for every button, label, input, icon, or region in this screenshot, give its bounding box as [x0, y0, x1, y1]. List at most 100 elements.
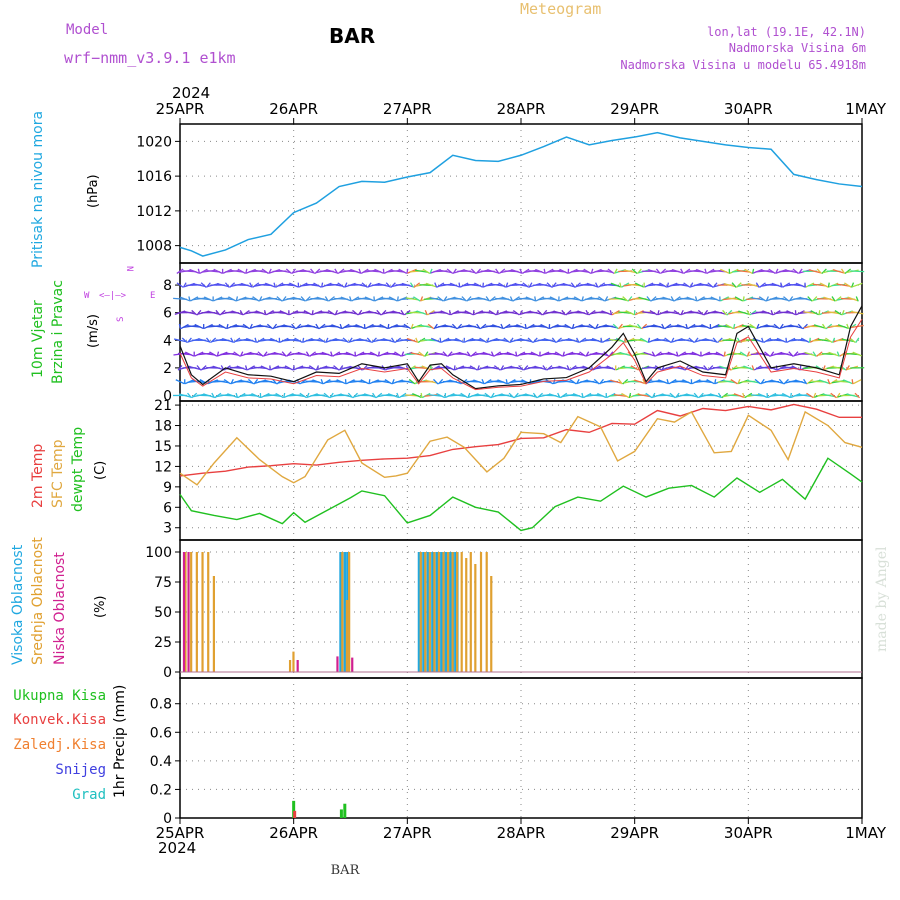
wind-barb: [216, 379, 230, 384]
elevation-text: Nadmorska Visina 6m: [729, 41, 866, 55]
wind-barb: [252, 296, 260, 302]
y-tick-label: 0.2: [150, 782, 172, 798]
wind-barb: [409, 282, 415, 288]
wind-barb: [329, 392, 334, 399]
wind-barb: [646, 296, 652, 302]
wind-barb: [536, 392, 543, 399]
wind-barb: [612, 323, 619, 330]
wind-barb: [497, 379, 507, 385]
wind-barb: [621, 392, 630, 399]
wind-barb: [588, 323, 596, 330]
wind-barb: [273, 282, 277, 288]
top-time-label: 27APR: [383, 100, 432, 118]
wind-barb: [687, 323, 696, 330]
wind-barb: [334, 309, 338, 316]
wind-barb: [488, 310, 497, 316]
wind-barb: [425, 282, 437, 288]
wind-barb: [827, 282, 830, 288]
wind-barb: [268, 393, 282, 397]
wind-barb: [818, 310, 821, 316]
wind-barb: [349, 296, 352, 302]
wind-barb: [268, 268, 272, 274]
wind-barb: [203, 296, 213, 302]
precip-bar: [292, 800, 296, 818]
wind-barb: [242, 309, 250, 316]
wind-barb: [263, 310, 267, 316]
wind-barb: [479, 337, 487, 343]
wind-barb: [850, 282, 855, 288]
wind-barb: [197, 338, 210, 343]
wind-barb: [543, 338, 556, 343]
wind-barb: [320, 311, 334, 315]
wind-barb: [564, 323, 573, 330]
wind-barb: [661, 323, 665, 330]
wind-barb: [813, 392, 817, 399]
cloud-bar: [449, 552, 452, 672]
wind-barb: [683, 282, 691, 288]
cloud-bar: [426, 552, 430, 672]
wind-barb: [660, 268, 667, 275]
wind-barb: [258, 296, 263, 302]
y-tick-label: 9: [163, 480, 172, 496]
wind-barb: [486, 366, 499, 370]
wind-barb: [458, 351, 470, 357]
wind-barb: [177, 365, 183, 371]
cloud-bar: [292, 651, 295, 672]
wind-barb: [315, 323, 320, 330]
pressure-panel: [179, 131, 863, 257]
wind-barb: [279, 310, 289, 316]
wind-barb: [476, 365, 480, 371]
wind-barb: [571, 323, 575, 330]
wind-barb: [506, 351, 517, 357]
wind-barb: [495, 268, 500, 275]
wind-barb: [524, 393, 537, 398]
top-time-label: 29APR: [610, 100, 659, 118]
wind-barb: [433, 323, 438, 330]
wind-barb: [448, 310, 451, 316]
wind-barb: [680, 309, 684, 316]
wind-barb: [518, 309, 524, 316]
wind-barb: [839, 351, 847, 357]
precip-legend: Ukupna Kisa Konvek.Kisa Zaledj.Kisa Snij…: [13, 688, 106, 803]
wind-barb: [443, 296, 448, 302]
wind-barb: [601, 310, 612, 316]
y-tick-label: 1020: [136, 134, 172, 150]
cloud-bar: [440, 552, 443, 672]
wind-barb: [661, 393, 674, 398]
wind-barb: [618, 323, 623, 330]
cloud-bar: [345, 600, 348, 672]
wind-barb: [339, 393, 352, 398]
cloud-bar: [419, 552, 422, 672]
wind-barb: [548, 393, 560, 398]
wind-barb: [184, 351, 194, 357]
wind-barb: [800, 337, 810, 343]
wind-barb: [844, 282, 852, 288]
y-tick-label: 8: [163, 278, 172, 294]
cloud-bar: [201, 552, 204, 672]
wind-barb: [754, 378, 761, 385]
wind-barb: [434, 352, 447, 357]
wind-barb: [406, 337, 418, 343]
wind-barb: [486, 337, 490, 343]
wind-barb: [721, 392, 729, 399]
wind-barb: [847, 296, 858, 302]
cloud-label-high: Visoka Oblacnost: [10, 544, 26, 665]
legend-hail: Grad: [72, 787, 106, 803]
wind-barb: [819, 282, 829, 288]
wind-barb: [618, 378, 623, 385]
wind-barb: [325, 337, 329, 343]
wind-barb: [680, 268, 684, 275]
wind-barb: [812, 351, 817, 357]
wind-barb: [825, 337, 833, 343]
wind-barb: [852, 351, 863, 357]
y-tick-label: 0.8: [150, 697, 172, 713]
wind-barb: [590, 268, 594, 274]
wind-barb: [249, 282, 253, 288]
wind-barb: [595, 352, 608, 357]
wind-barb: [567, 337, 579, 343]
top-time-label: 30APR: [724, 100, 773, 118]
wind-barb: [375, 392, 383, 399]
wind-barb: [473, 379, 484, 384]
cloud-bar: [431, 552, 434, 672]
wind-barb: [779, 323, 784, 330]
